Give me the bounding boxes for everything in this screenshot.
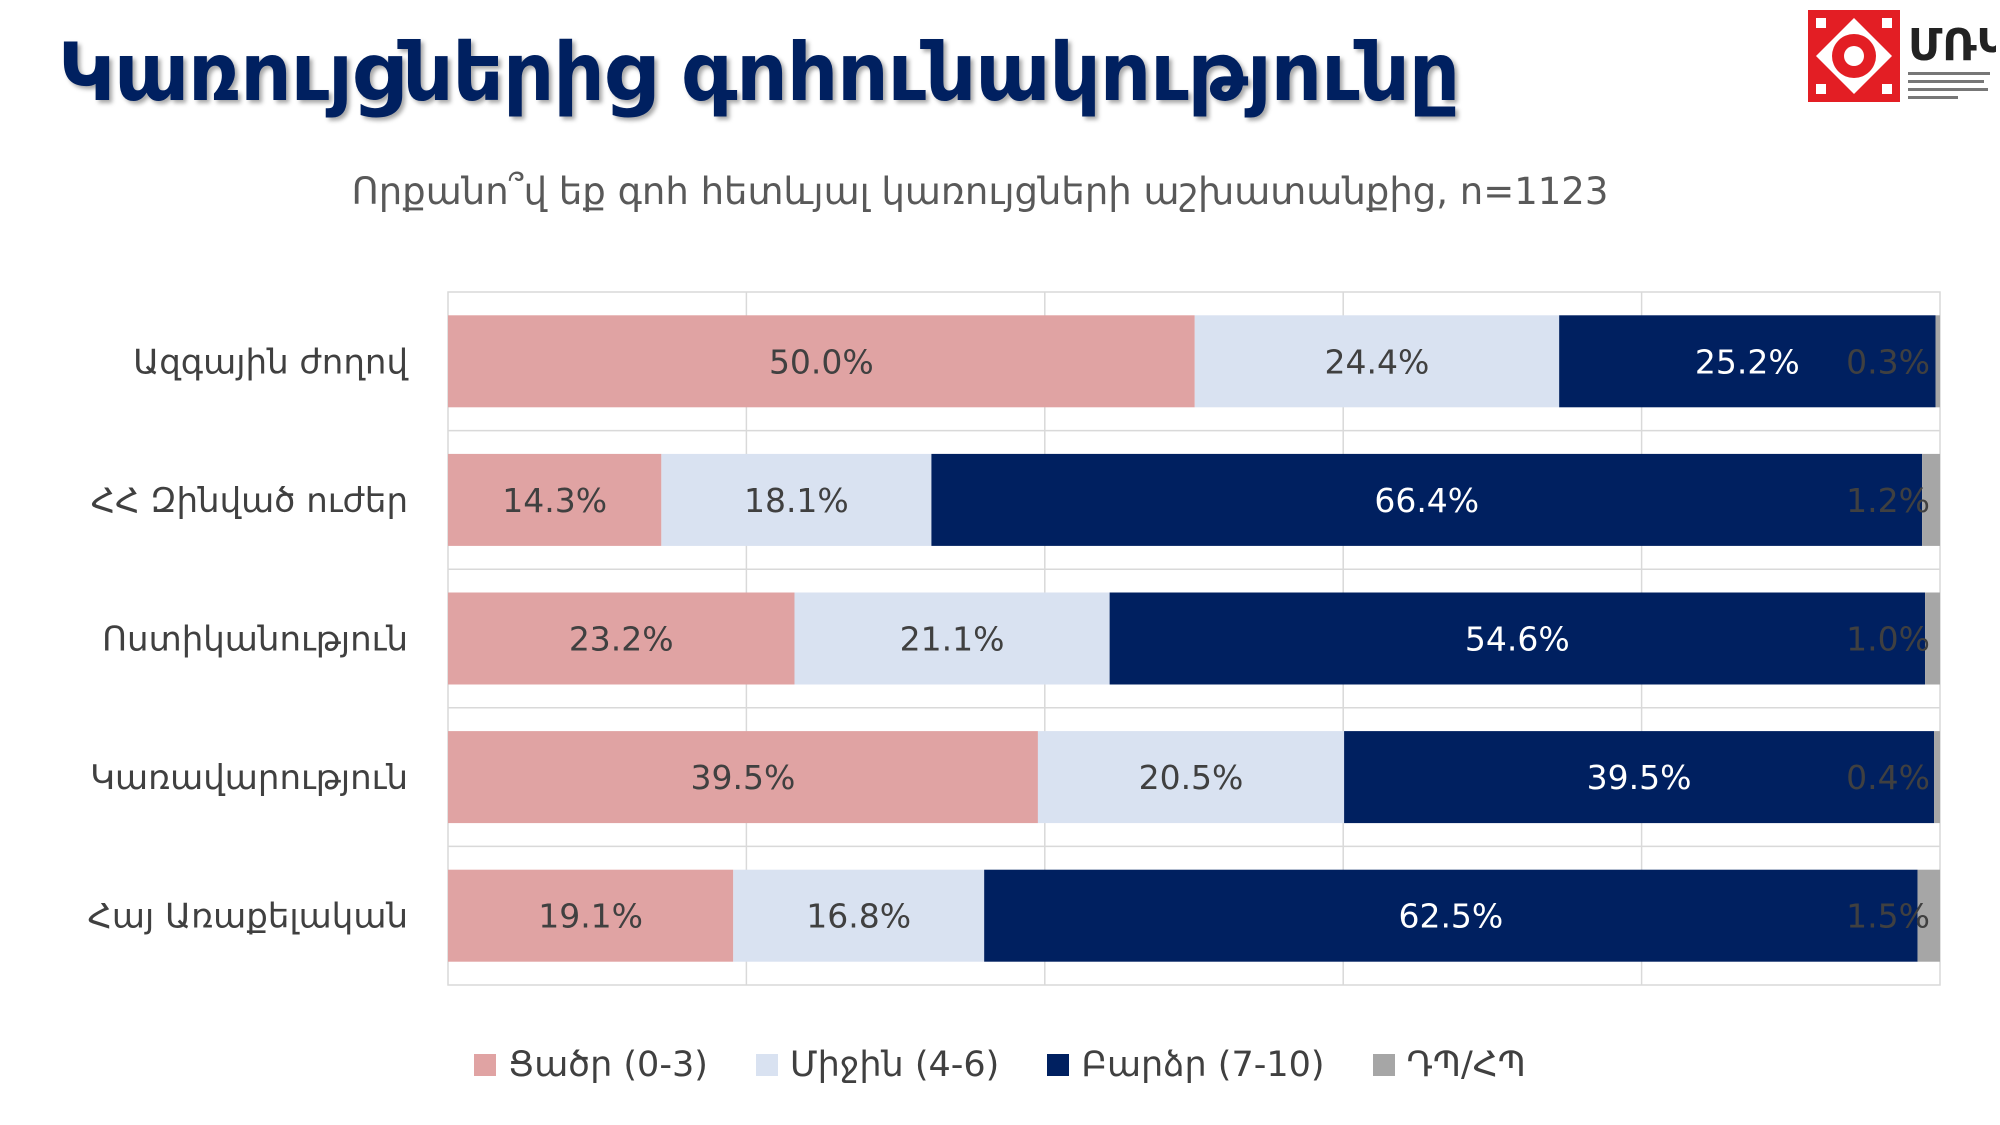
page-title: Կառույցներից գոհունակությունը xyxy=(58,26,1460,119)
logo-text: ՄՌԿ xyxy=(1908,20,1996,71)
data-label: 0.4% xyxy=(1846,758,1930,797)
data-label: 16.8% xyxy=(806,897,911,936)
legend-swatch-medium xyxy=(755,1054,778,1076)
bar-segment xyxy=(1925,592,1940,685)
logo-fine-print xyxy=(1908,72,1990,75)
data-label: 23.2% xyxy=(569,620,674,659)
category-label: Ոստիկանություն xyxy=(102,620,408,660)
bar-segment xyxy=(1109,592,1926,685)
bar-segment xyxy=(1922,453,1940,546)
data-label: 50.0% xyxy=(769,342,874,381)
legend-label-low: Ցածր (0-3) xyxy=(508,1045,708,1085)
bar-segment xyxy=(1917,869,1940,962)
bar-segment xyxy=(1559,315,1936,408)
bar-segment xyxy=(448,869,734,962)
data-label: 18.1% xyxy=(744,481,849,520)
data-label: 14.3% xyxy=(502,481,607,520)
data-label: 54.6% xyxy=(1465,620,1570,659)
legend-swatch-high xyxy=(1047,1054,1070,1076)
legend-label-medium: Միջին (4-6) xyxy=(789,1045,1000,1085)
logo-emblem-icon xyxy=(1808,10,1900,102)
data-label: 0.3% xyxy=(1846,342,1930,381)
category-label: Հայ Առաքելական xyxy=(88,897,408,937)
data-label: 1.2% xyxy=(1846,481,1930,520)
chart-category-labels: Ազգային ժողով ՀՀ Զինված ուժեր Ոստիկանությո… xyxy=(88,342,409,936)
legend-label-dk: ԴՊ/ՀՊ xyxy=(1406,1045,1526,1085)
bar-segment xyxy=(1934,731,1940,824)
legend-item-low: Ցածր (0-3) xyxy=(474,1045,708,1085)
legend-swatch-dk xyxy=(1372,1054,1395,1076)
bar-segment xyxy=(448,592,795,685)
legend-item-dk: ԴՊ/ՀՊ xyxy=(1372,1045,1526,1085)
bar-segment xyxy=(733,869,985,962)
chart-bars: 50.0% 24.4% 25.2% 0.3% 14.3% 18.1% 66.4% 1.2% 23… xyxy=(448,315,1940,962)
chart-legend: Ցածր (0-3) Միջին (4-6) Բարձր (7-10) ԴՊ/Հ… xyxy=(0,1045,2000,1085)
bar-segment xyxy=(1935,315,1940,408)
data-label: 24.4% xyxy=(1325,342,1430,381)
category-label: Կառավարություն xyxy=(90,758,408,798)
legend-label-high: Բարձր (7-10) xyxy=(1081,1045,1325,1085)
legend-item-high: Բարձր (7-10) xyxy=(1047,1045,1325,1085)
logo: ՄՌԿ xyxy=(1808,10,1996,102)
bar-segment xyxy=(1037,731,1345,824)
bar-segment xyxy=(931,453,1923,546)
legend-item-medium: Միջին (4-6) xyxy=(755,1045,1000,1085)
data-label: 25.2% xyxy=(1695,342,1800,381)
data-label: 1.0% xyxy=(1846,620,1930,659)
data-label: 20.5% xyxy=(1139,758,1244,797)
bar-segment xyxy=(1194,315,1560,408)
bar-segment xyxy=(1344,731,1935,824)
bar-segment xyxy=(794,592,1110,685)
legend-swatch-low xyxy=(474,1054,497,1076)
bar-segment xyxy=(448,453,662,546)
bar-segment xyxy=(448,731,1038,824)
category-label: Ազգային ժողով xyxy=(133,342,408,382)
chart-subtitle: Որքանո՞վ եք գոհ հետևյալ կառույցների աշխա… xyxy=(351,170,1609,213)
bar-segment xyxy=(661,453,932,546)
category-label: ՀՀ Զինված ուժեր xyxy=(91,481,408,521)
data-label: 21.1% xyxy=(900,620,1005,659)
data-label: 39.5% xyxy=(691,758,796,797)
data-label: 1.5% xyxy=(1846,897,1930,936)
data-label: 62.5% xyxy=(1398,897,1503,936)
data-label: 19.1% xyxy=(538,897,643,936)
data-label: 66.4% xyxy=(1374,481,1479,520)
bar-segment xyxy=(984,869,1918,962)
data-label: 39.5% xyxy=(1587,758,1692,797)
bar-segment xyxy=(448,315,1195,408)
